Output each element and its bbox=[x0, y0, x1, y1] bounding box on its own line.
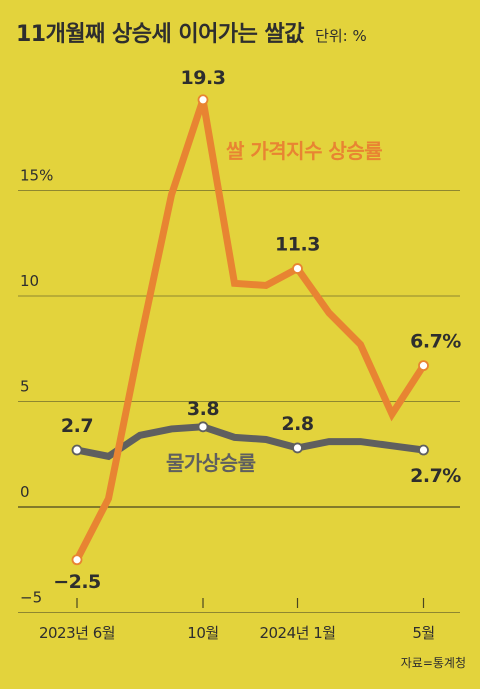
series-label-cpi: 물가상승률 bbox=[166, 451, 256, 475]
data-label: 3.8 bbox=[187, 398, 219, 420]
x-tick-label: 5월 bbox=[412, 624, 434, 642]
point-marker bbox=[71, 444, 83, 456]
series-line-cpi bbox=[76, 423, 424, 461]
unit-label: 단위: % bbox=[315, 27, 367, 45]
x-axis: 2023년 6월 10월 2024년 1월 5월 bbox=[39, 598, 435, 642]
data-label: 2.8 bbox=[281, 413, 313, 435]
x-tick-label: 2024년 1월 bbox=[259, 624, 335, 642]
point-marker bbox=[418, 360, 429, 372]
y-tick-label: 10 bbox=[20, 272, 39, 290]
y-tick-label: −5 bbox=[20, 589, 42, 607]
data-label: −2.5 bbox=[53, 571, 101, 593]
data-labels: −2.5 19.3 11.3 6.7% 2.7 3.8 2.8 2.7% 쌀 가격지수 상승률물… bbox=[53, 67, 462, 593]
series-line-rice bbox=[73, 98, 427, 562]
data-label: 19.3 bbox=[181, 67, 226, 89]
point-marker bbox=[71, 554, 83, 566]
x-tick-label: 10월 bbox=[187, 624, 218, 642]
y-tick-label: 0 bbox=[20, 483, 30, 501]
data-label: 6.7% bbox=[410, 331, 461, 353]
data-label: 2.7 bbox=[61, 415, 93, 437]
point-marker bbox=[197, 94, 209, 106]
chart-title: 11개월째 상승세 이어가는 쌀값 bbox=[16, 22, 304, 47]
series-lines bbox=[73, 98, 427, 562]
point-marker bbox=[197, 421, 209, 433]
point-marker bbox=[418, 444, 429, 456]
point-marker bbox=[292, 263, 303, 274]
data-label: 11.3 bbox=[275, 234, 320, 256]
data-label: 2.7% bbox=[410, 465, 461, 487]
chart-header: 11개월째 상승세 이어가는 쌀값 단위: % bbox=[16, 16, 367, 48]
y-tick-label: 15% bbox=[20, 167, 53, 185]
series-label-rice: 쌀 가격지수 상승률 bbox=[226, 139, 382, 163]
point-marker bbox=[292, 442, 303, 454]
y-tick-label: 5 bbox=[20, 378, 30, 396]
x-tick-label: 2023년 6월 bbox=[39, 624, 115, 642]
source-note: 자료=통계청 bbox=[400, 656, 466, 670]
grid-lines: 15% 10 5 0 −5 bbox=[18, 167, 460, 613]
